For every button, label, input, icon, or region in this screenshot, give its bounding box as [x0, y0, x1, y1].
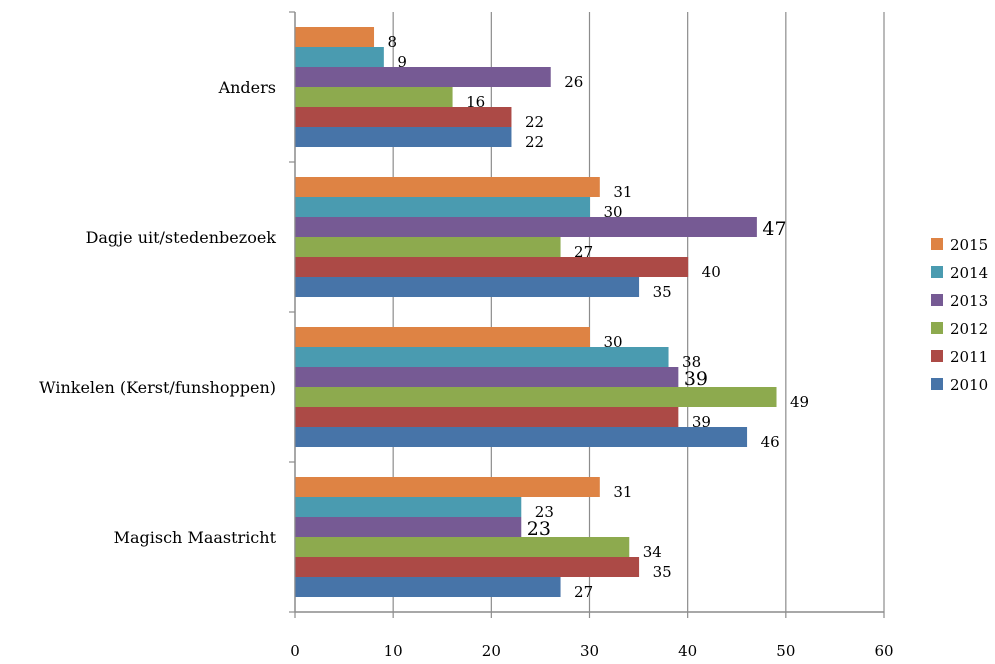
- data-label-2010: 35: [653, 283, 672, 301]
- data-label-2012: 34: [643, 543, 662, 561]
- x-tick-label: 50: [776, 642, 795, 660]
- data-label-2011: 22: [525, 113, 544, 131]
- x-tick-label: 20: [482, 642, 501, 660]
- data-label-2014: 23: [535, 503, 554, 521]
- legend-label: 2014: [950, 264, 988, 282]
- x-tick-label: 40: [678, 642, 697, 660]
- bar-2011-1: [295, 257, 689, 277]
- data-label-2011: 40: [702, 263, 721, 281]
- data-label-2013: 39: [684, 368, 708, 390]
- data-label-2010: 27: [574, 583, 593, 601]
- data-label-2015: 8: [388, 33, 398, 51]
- data-label-2012: 27: [574, 243, 593, 261]
- bar-2014-2: [295, 347, 669, 367]
- legend-swatch-2013: [931, 294, 943, 306]
- data-label-2013: 47: [762, 218, 786, 240]
- legend-swatch-2012: [931, 322, 943, 334]
- bar-2013-1: [295, 217, 757, 237]
- category-label: Magisch Maastricht: [114, 528, 277, 547]
- legend-label: 2015: [950, 236, 988, 254]
- data-label-2012: 49: [790, 393, 809, 411]
- data-label-2011: 39: [692, 413, 711, 431]
- bar-2013-3: [295, 517, 522, 537]
- bar-2012-2: [295, 387, 777, 407]
- legend: 2015 2014 2013 2012 2011 2010: [931, 236, 988, 394]
- category-label: Winkelen (Kerst/funshoppen): [39, 378, 276, 397]
- legend-swatch-2010: [931, 378, 943, 390]
- legend-swatch-2014: [931, 266, 943, 278]
- data-label-2015: 30: [604, 333, 623, 351]
- bar-2012-0: [295, 87, 453, 107]
- data-label-2015: 31: [613, 183, 632, 201]
- bar-2011-3: [295, 557, 640, 577]
- bar-2014-0: [295, 47, 384, 67]
- bar-2010-2: [295, 427, 748, 447]
- bar-2011-2: [295, 407, 679, 427]
- legend-label: 2013: [950, 292, 988, 310]
- bar-2015-0: [295, 27, 375, 47]
- bar-2015-1: [295, 177, 600, 197]
- x-tick-label: 60: [874, 642, 893, 660]
- bar-2015-3: [295, 477, 600, 497]
- data-label-2015: 31: [613, 483, 632, 501]
- bar-2010-1: [295, 277, 640, 297]
- data-labels: 8926162222313047274035303839493946312323…: [388, 33, 810, 601]
- data-label-2014: 9: [397, 53, 407, 71]
- data-label-2013: 23: [527, 518, 551, 540]
- data-label-2012: 16: [466, 93, 485, 111]
- data-label-2011: 35: [653, 563, 672, 581]
- bar-2012-1: [295, 237, 561, 257]
- x-tick-label: 0: [290, 642, 300, 660]
- data-label-2010: 22: [525, 133, 544, 151]
- legend-swatch-2015: [931, 238, 943, 250]
- legend-label: 2012: [950, 320, 988, 338]
- bar-2010-3: [295, 577, 561, 597]
- bar-2015-2: [295, 327, 590, 347]
- legend-swatch-2011: [931, 350, 943, 362]
- data-label-2014: 38: [682, 353, 701, 371]
- bars: [295, 27, 777, 597]
- data-label-2013: 26: [564, 73, 583, 91]
- legend-label: 2010: [950, 376, 988, 394]
- data-label-2014: 30: [604, 203, 623, 221]
- bar-2010-0: [295, 127, 512, 147]
- category-label: Anders: [218, 78, 276, 97]
- bar-2014-3: [295, 497, 522, 517]
- bar-2011-0: [295, 107, 512, 127]
- bar-2013-0: [295, 67, 551, 87]
- bar-2014-1: [295, 197, 590, 217]
- x-tick-label: 10: [384, 642, 403, 660]
- x-tick-label: 30: [580, 642, 599, 660]
- data-label-2010: 46: [761, 433, 780, 451]
- legend-label: 2011: [950, 348, 988, 366]
- bar-2013-2: [295, 367, 679, 387]
- category-label: Dagje uit/stedenbezoek: [86, 228, 277, 247]
- bar-2012-3: [295, 537, 630, 557]
- axes: 0 10 20 30 40 50 60 Anders Dagje uit/stedenbezoe…: [39, 11, 894, 660]
